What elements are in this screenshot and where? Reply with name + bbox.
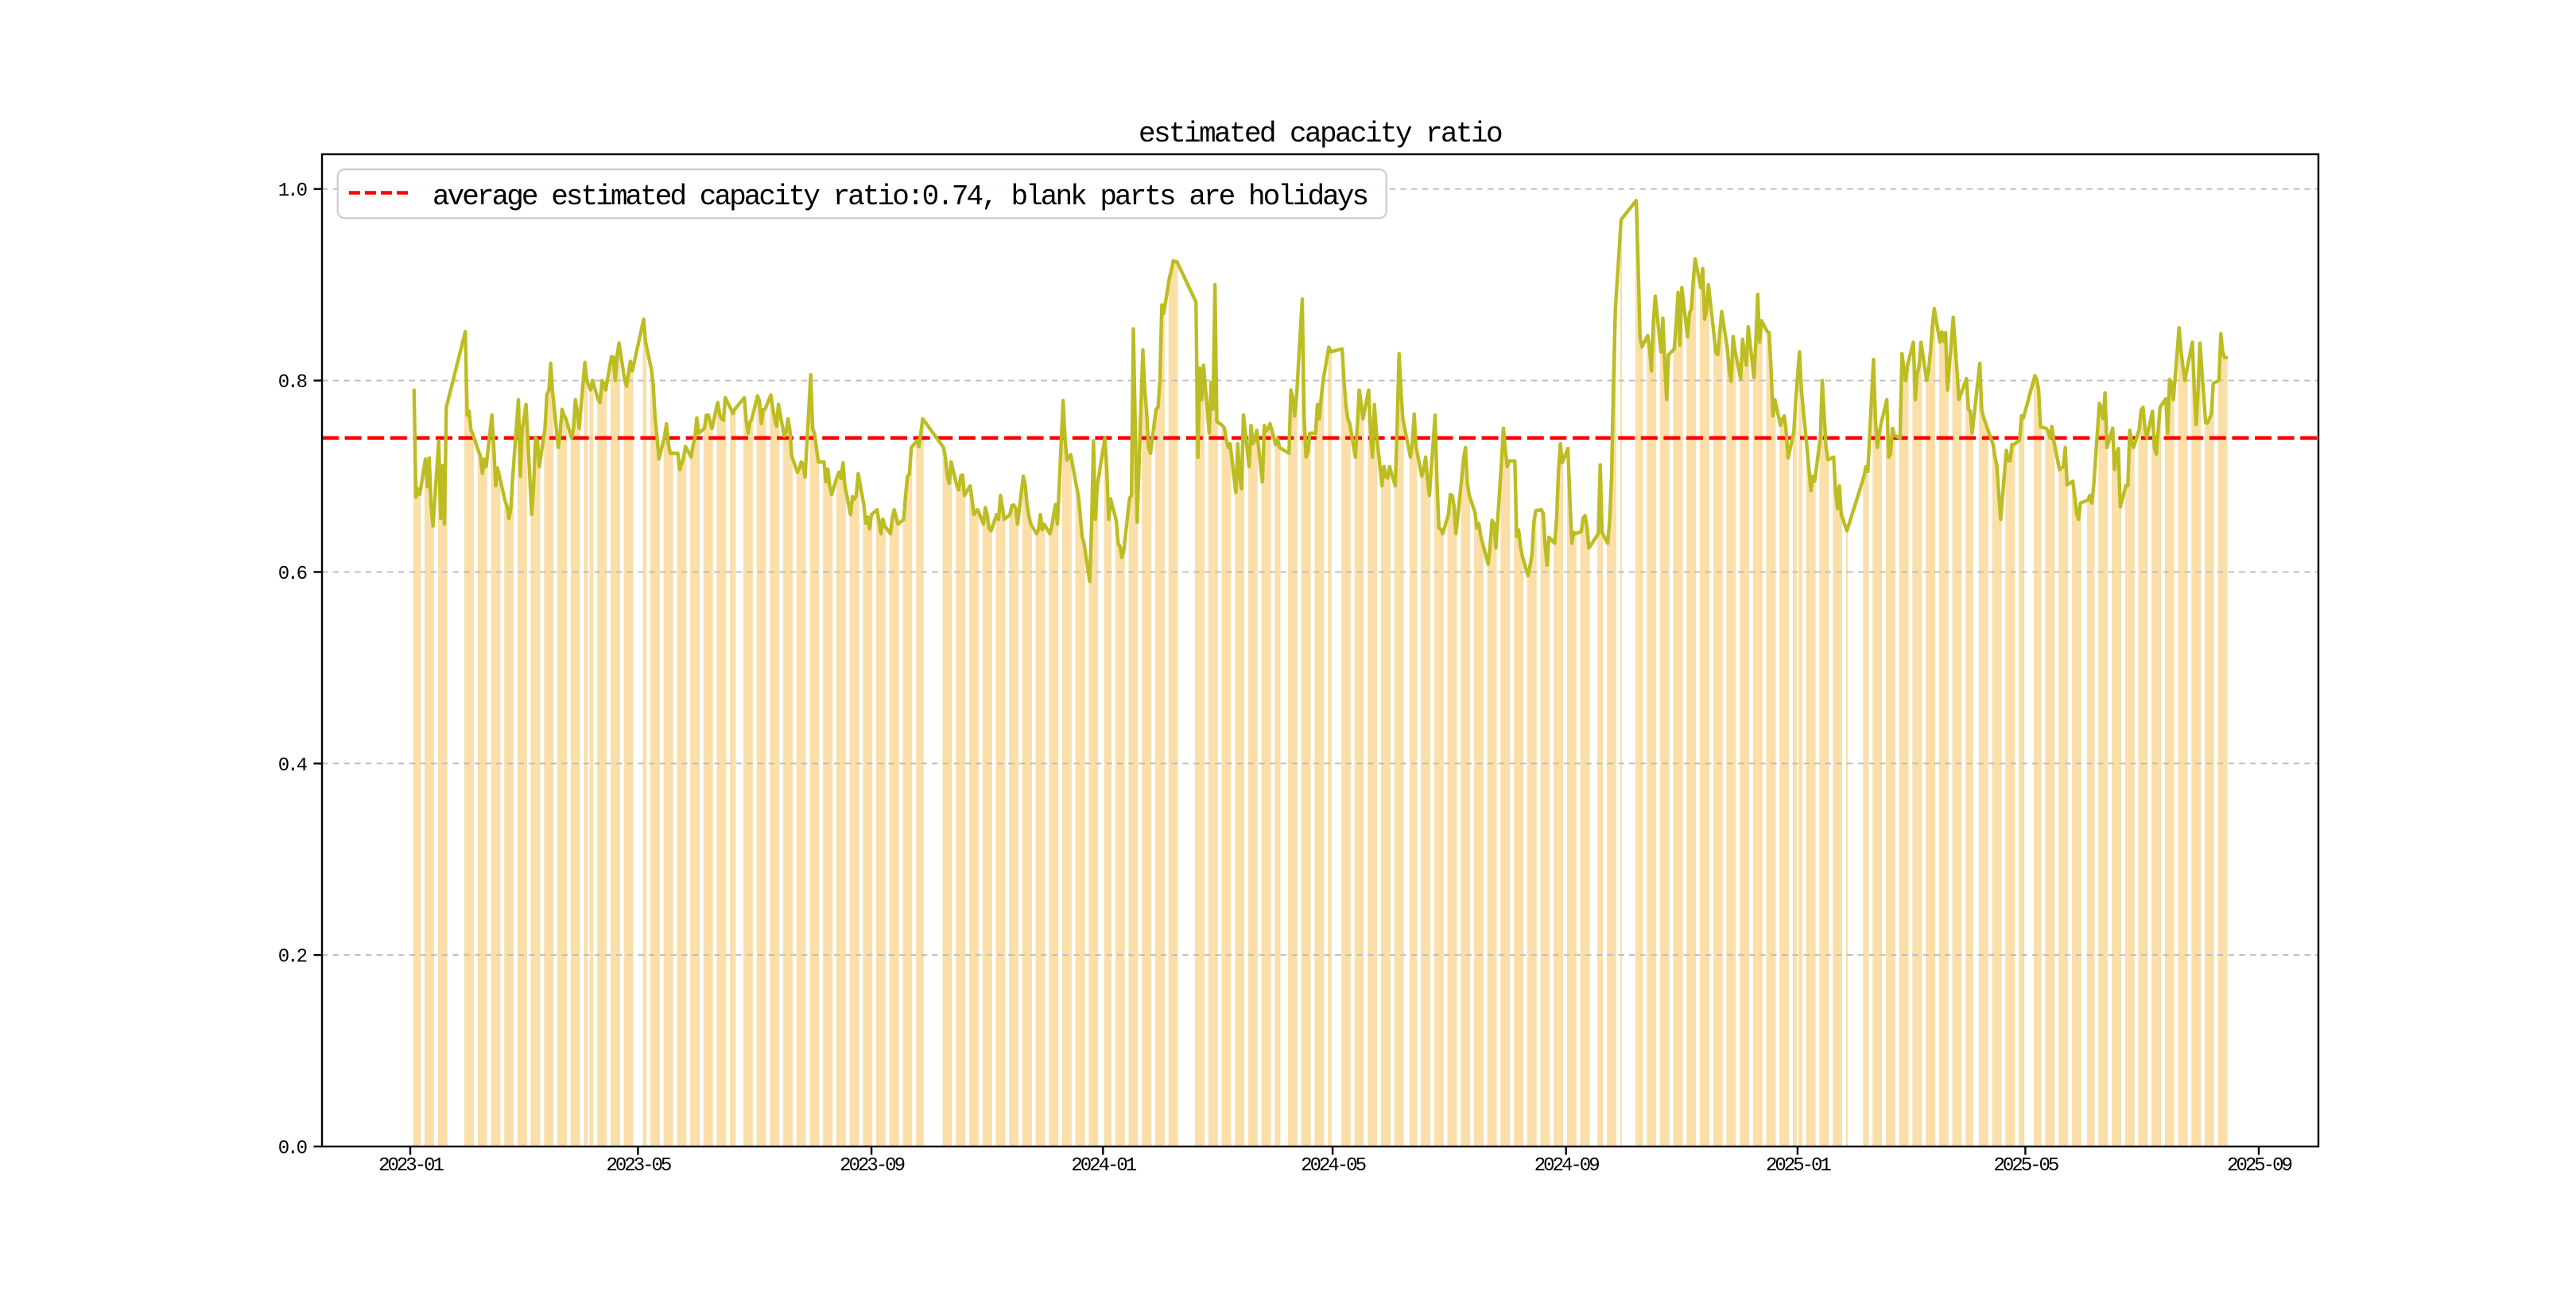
- svg-text:0.4: 0.4: [278, 755, 308, 777]
- svg-text:1.0: 1.0: [278, 180, 307, 202]
- svg-text:2023-05: 2023-05: [606, 1155, 670, 1177]
- svg-text:2023-09: 2023-09: [840, 1155, 904, 1177]
- svg-text:2024-01: 2024-01: [1071, 1155, 1136, 1177]
- svg-text:0.6: 0.6: [278, 564, 307, 585]
- svg-text:estimated capacity ratio: estimated capacity ratio: [1139, 118, 1502, 150]
- svg-text:2024-09: 2024-09: [1534, 1155, 1599, 1177]
- svg-text:0.2: 0.2: [278, 947, 307, 968]
- svg-text:2025-05: 2025-05: [1993, 1155, 2058, 1177]
- svg-text:average estimated capacity rat: average estimated capacity ratio:0.74, b…: [433, 180, 1368, 213]
- svg-text:2023-01: 2023-01: [378, 1155, 444, 1177]
- svg-text:0.8: 0.8: [278, 372, 307, 394]
- svg-text:0.0: 0.0: [278, 1139, 307, 1160]
- svg-text:2024-05: 2024-05: [1301, 1155, 1365, 1177]
- svg-text:2025-01: 2025-01: [1766, 1155, 1831, 1177]
- svg-text:2025-09: 2025-09: [2227, 1155, 2291, 1177]
